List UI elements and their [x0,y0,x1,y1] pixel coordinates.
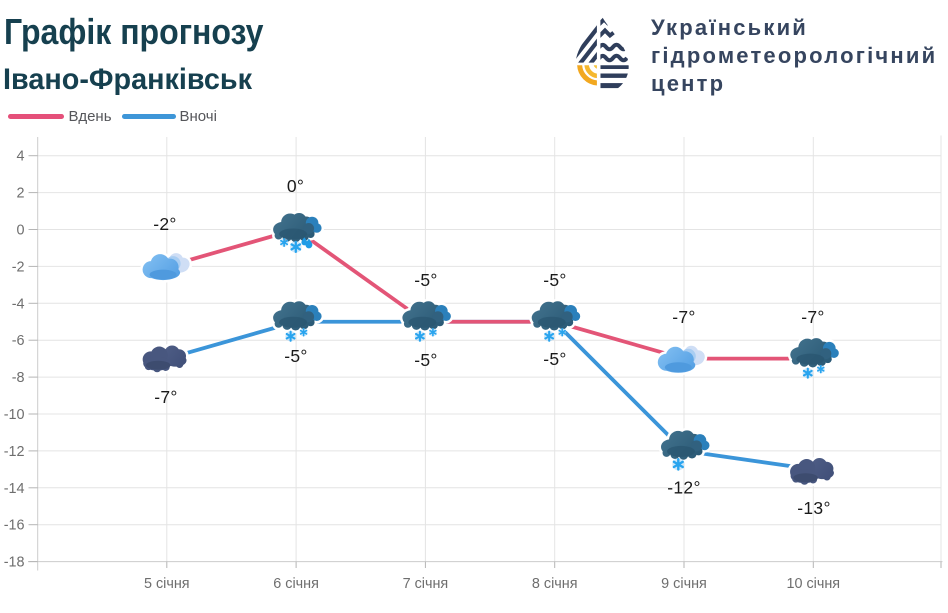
svg-text:0: 0 [16,223,24,239]
svg-text:-7°: -7° [154,387,177,407]
svg-text:-5°: -5° [414,350,437,370]
svg-text:-12: -12 [4,444,25,460]
svg-text:2: 2 [16,186,24,202]
svg-text:-2°: -2° [153,214,176,234]
svg-text:-5°: -5° [543,349,566,369]
svg-text:-5°: -5° [284,346,307,366]
svg-text:9 січня: 9 січня [661,576,707,592]
svg-text:4: 4 [16,149,24,165]
svg-text:-8: -8 [12,370,25,386]
svg-text:-12°: -12° [667,478,701,498]
svg-text:-5°: -5° [414,270,437,290]
svg-text:-7°: -7° [801,307,824,327]
svg-text:-5°: -5° [543,270,566,290]
svg-text:-2: -2 [12,259,25,275]
svg-text:-6: -6 [12,333,25,349]
svg-text:-7°: -7° [672,307,695,327]
svg-text:8 січня: 8 січня [532,576,578,592]
svg-text:-10: -10 [4,407,25,423]
svg-text:-18: -18 [4,555,25,571]
svg-text:-4: -4 [12,296,25,312]
svg-text:-14: -14 [4,481,25,497]
svg-text:5 січня: 5 січня [144,576,190,592]
svg-text:0°: 0° [287,176,304,196]
svg-text:-16: -16 [4,518,25,534]
svg-text:-13°: -13° [797,498,831,518]
svg-text:10 січня: 10 січня [786,576,840,592]
svg-text:6 січня: 6 січня [273,576,319,592]
svg-text:7 січня: 7 січня [403,576,449,592]
